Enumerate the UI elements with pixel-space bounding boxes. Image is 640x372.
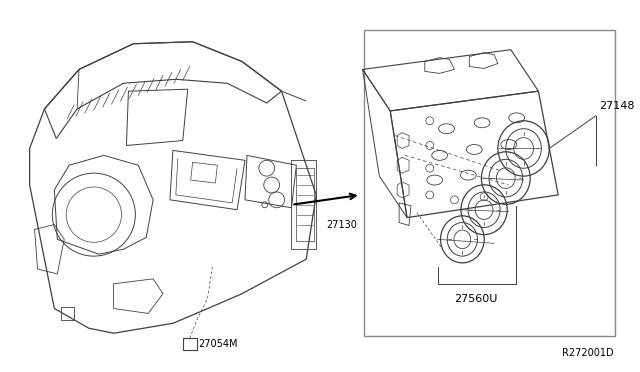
Text: 27148: 27148 xyxy=(598,101,634,111)
Text: R272001D: R272001D xyxy=(562,348,614,358)
Text: 27560U: 27560U xyxy=(454,294,498,304)
Text: 27130: 27130 xyxy=(326,219,357,230)
Bar xyxy=(364,30,616,336)
Bar xyxy=(183,338,196,350)
Text: 27054M: 27054M xyxy=(198,339,238,349)
